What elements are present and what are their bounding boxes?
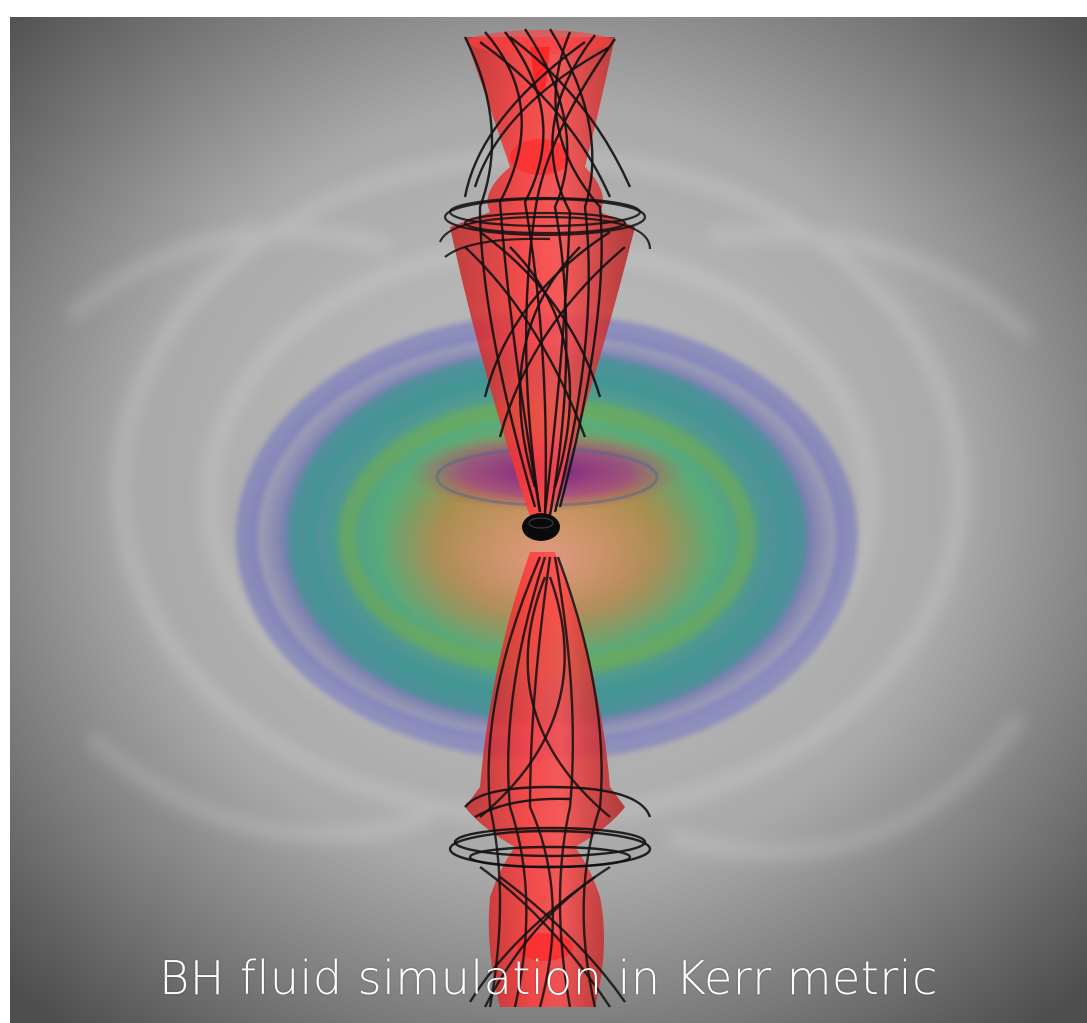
lower-field-coils [448, 785, 652, 869]
simulation-render: BH fluid simulation in Kerr metric [10, 17, 1087, 1023]
lower-field-lines [468, 556, 626, 1008]
upper-jet-body [450, 37, 635, 517]
black-hole-icon [522, 513, 560, 541]
caption: BH fluid simulation in Kerr metric [159, 951, 938, 1005]
simulation-canvas [10, 17, 1087, 1023]
upper-field-lines [463, 28, 632, 516]
upper-field-coils [438, 196, 652, 258]
